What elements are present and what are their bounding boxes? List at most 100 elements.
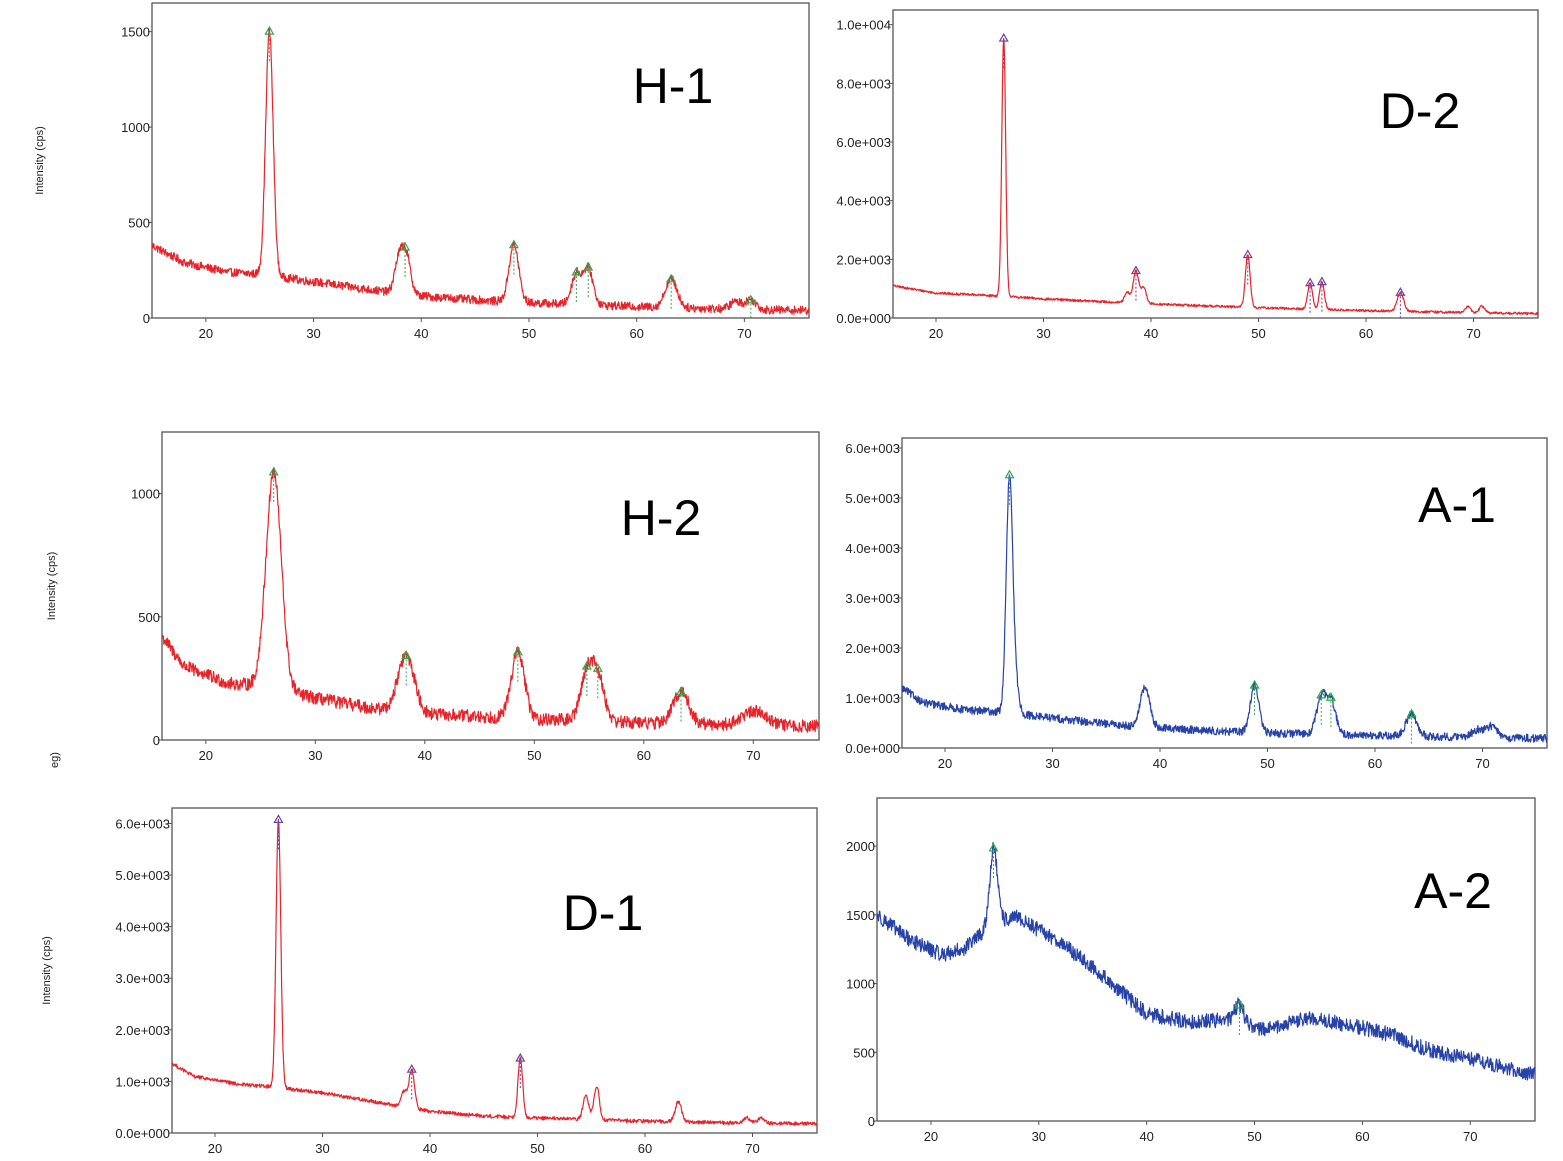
x-tick-label: 70 — [746, 748, 760, 763]
peak-marker — [1406, 708, 1417, 718]
peak-marker — [1305, 277, 1316, 287]
x-tick-label: 50 — [530, 1141, 544, 1156]
plot-frame — [876, 797, 1536, 1122]
x-tick-label: 40 — [423, 1141, 437, 1156]
y-axis-title: Intensity (cps) — [46, 552, 58, 620]
y-tick-label: 4.0e+003 — [845, 541, 900, 556]
peak-marker — [745, 294, 756, 304]
peak-marker — [1395, 287, 1406, 296]
x-tick-label: 30 — [1045, 756, 1059, 771]
x-tick-label: 30 — [308, 748, 322, 763]
x-tick-label: 50 — [1247, 1129, 1261, 1144]
peak-marker — [1316, 276, 1327, 286]
x-tick-label: 30 — [315, 1141, 329, 1156]
y-tick-label: 0 — [143, 311, 150, 326]
stray-axis-label: eg) — [49, 752, 61, 768]
x-tick-label: 60 — [1368, 756, 1382, 771]
x-tick-label: 30 — [1032, 1129, 1046, 1144]
xrd-trace — [171, 818, 818, 1126]
x-tick-label: 40 — [1153, 756, 1167, 771]
x-tick-label: 60 — [637, 748, 651, 763]
peak-marker — [1130, 265, 1141, 275]
y-tick-label: 0 — [868, 1114, 875, 1129]
x-tick-label: 70 — [1463, 1129, 1477, 1144]
y-tick-label: 2.0e+003 — [836, 252, 891, 267]
x-tick-label: 70 — [737, 326, 751, 341]
peak-marker — [1242, 249, 1253, 259]
x-tick-label: 40 — [1144, 326, 1158, 341]
x-tick-label: 20 — [938, 756, 952, 771]
peak-marker — [1249, 679, 1260, 689]
x-tick-label: 70 — [1475, 756, 1489, 771]
y-tick-label: 4.0e+003 — [115, 920, 170, 935]
peak-marker — [998, 32, 1009, 42]
y-tick-label: 2.0e+003 — [115, 1023, 170, 1038]
panel-label: H-2 — [621, 490, 702, 546]
xrd-trace — [876, 841, 1536, 1081]
y-tick-label: 4.0e+003 — [836, 194, 891, 209]
y-tick-label: 8.0e+003 — [836, 76, 891, 91]
peak-marker — [512, 646, 523, 656]
y-tick-label: 2000 — [846, 839, 875, 854]
y-tick-label: 3.0e+003 — [115, 971, 170, 986]
chart-panel-h-1: 20 30 40 50 60 70 0 500 1000 1500 Intensity (cps) H… — [34, 2, 810, 341]
x-tick-label: 20 — [924, 1129, 938, 1144]
chart-panel-a-1: 20 30 40 50 60 70 0.0e+000 1.0e+003 2.0e+003 3.0e… — [845, 437, 1548, 771]
peak-marker — [1316, 689, 1327, 699]
panel-label: D-1 — [563, 885, 644, 941]
peak-marker — [515, 1052, 526, 1062]
y-tick-label: 1500 — [121, 25, 150, 40]
plot-frame — [151, 2, 810, 319]
y-tick-label: 5.0e+003 — [845, 491, 900, 506]
plot-frame — [892, 9, 1539, 319]
x-tick-label: 50 — [1260, 756, 1274, 771]
x-tick-label: 20 — [199, 326, 213, 341]
peak-marker — [268, 466, 279, 476]
x-tick-label: 70 — [745, 1141, 759, 1156]
plot-frame — [171, 807, 818, 1134]
y-tick-label: 6.0e+003 — [115, 816, 170, 831]
y-tick-label: 3.0e+003 — [845, 591, 900, 606]
y-tick-label: 1.0e+004 — [836, 18, 891, 33]
x-tick-label: 60 — [1355, 1129, 1369, 1144]
y-tick-label: 1000 — [121, 120, 150, 135]
y-tick-label: 1.0e+003 — [115, 1074, 170, 1089]
panel-label: H-1 — [633, 58, 714, 114]
peak-marker — [675, 686, 687, 696]
peak-marker — [400, 241, 411, 251]
x-tick-label: 60 — [1359, 326, 1373, 341]
y-tick-label: 0 — [153, 733, 160, 748]
panel-label: A-1 — [1418, 477, 1496, 533]
y-tick-label: 0.0e+000 — [115, 1126, 170, 1141]
y-tick-label: 1500 — [846, 908, 875, 923]
peak-marker — [666, 273, 677, 283]
peak-marker — [406, 1063, 417, 1073]
x-tick-label: 70 — [1466, 326, 1480, 341]
y-tick-label: 0.0e+000 — [836, 311, 891, 326]
peak-marker — [583, 261, 594, 271]
y-tick-label: 5.0e+003 — [115, 868, 170, 883]
x-tick-label: 50 — [522, 326, 536, 341]
plot-frame — [901, 437, 1548, 749]
peak-marker — [592, 663, 603, 672]
chart-panel-h-2: 20 30 40 50 60 70 0 500 1000 Intensity (cps) H-2 — [46, 431, 820, 763]
panel-label: D-2 — [1380, 83, 1461, 139]
peak-marker — [508, 239, 519, 249]
x-tick-label: 50 — [1251, 326, 1265, 341]
chart-panel-d-1: 20 30 40 50 60 70 0.0e+000 1.0e+003 2.0e+003 3.0e… — [41, 807, 818, 1156]
peak-marker — [264, 25, 275, 35]
x-tick-label: 30 — [1036, 326, 1050, 341]
x-tick-label: 40 — [414, 326, 428, 341]
y-tick-label: 500 — [128, 216, 150, 231]
x-tick-label: 20 — [199, 748, 213, 763]
x-tick-label: 30 — [306, 326, 320, 341]
xrd-trace — [892, 38, 1539, 316]
xrd-trace — [151, 26, 810, 315]
x-tick-label: 60 — [638, 1141, 652, 1156]
y-tick-label: 1.0e+003 — [845, 691, 900, 706]
x-tick-label: 20 — [208, 1141, 222, 1156]
peak-marker — [401, 650, 412, 659]
x-tick-label: 40 — [418, 748, 432, 763]
x-tick-label: 20 — [929, 326, 943, 341]
y-tick-label: 2.0e+003 — [845, 641, 900, 656]
